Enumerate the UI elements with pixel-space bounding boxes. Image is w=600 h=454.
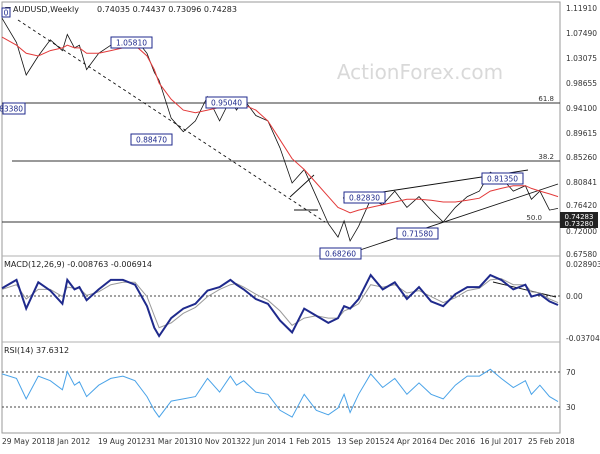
fib-50-label: 50.0 — [526, 214, 542, 222]
rsi-y-tick: 30 — [566, 403, 576, 412]
annotation-top-left-stub: 0 — [1, 7, 11, 18]
price-y-tick: 0.98655 — [566, 79, 597, 88]
x-tick-label: 31 Mar 2013 — [146, 437, 194, 446]
annotation-1-05810: 1.05810 — [110, 36, 153, 49]
price-y-tick: 0.72000 — [566, 227, 597, 236]
price-drawings — [2, 19, 560, 298]
svg-text:1.05810: 1.05810 — [116, 39, 147, 48]
svg-text:0.73280: 0.73280 — [565, 220, 594, 228]
annotation-0-83380: 0.83380 — [0, 102, 26, 115]
x-tick-label: 16 Jul 2017 — [480, 437, 523, 446]
price-y-tick: 0.94100 — [566, 104, 597, 113]
annotation-0-68260: 0.68260 — [319, 247, 362, 260]
rsi-line — [1, 368, 559, 418]
annotation-0-82830: 0.82830 — [343, 191, 386, 204]
price-y-tick: 1.11910 — [566, 4, 597, 13]
price-y-tick: 0.89615 — [566, 129, 597, 138]
x-tick-label: 24 Apr 2016 — [385, 437, 432, 446]
svg-text:0.82830: 0.82830 — [349, 194, 380, 203]
x-tick-label: 29 May 2011 — [2, 437, 51, 446]
ohlc-label: 0.74035 0.74437 0.73096 0.74283 — [97, 5, 237, 14]
macd-title: MACD(12,26,9) -0.008763 -0.006914 — [4, 260, 152, 269]
annotation-0-95040: 0.95040 — [205, 96, 248, 109]
x-tick-label: 4 Dec 2016 — [432, 437, 475, 446]
rsi-y-tick: 70 — [566, 368, 576, 377]
symbol-label: AUDUSD,Weekly — [13, 5, 79, 14]
svg-text:0.88470: 0.88470 — [136, 136, 167, 145]
macd-y-tick: -0.037041 — [566, 334, 600, 343]
rsi-title: RSI(14) 37.6312 — [4, 346, 69, 355]
watermark: ActionForex.com — [337, 60, 503, 84]
macd-line — [1, 273, 559, 338]
x-tick-label: 8 Jan 2012 — [50, 437, 90, 446]
annotation-0-81350: 0.81350 — [481, 172, 524, 185]
x-tick-label: 1 Feb 2015 — [289, 437, 331, 446]
price-y-tick: 1.07490 — [566, 29, 597, 38]
fib-38-2-label: 38.2 — [538, 153, 554, 161]
price-y-tick: 1.03075 — [566, 54, 597, 63]
fib-61-8-label: 61.8 — [538, 95, 554, 103]
macd-y-tick: 0.028903 — [566, 260, 600, 269]
small-channel-line-a — [289, 174, 315, 198]
macd-signal-line — [1, 278, 559, 329]
price-y-tick: 0.85260 — [566, 153, 597, 162]
price-y-tick: 0.80841 — [566, 178, 597, 187]
x-tick-label: 13 Sep 2015 — [337, 437, 385, 446]
x-tick-label: 25 Feb 2018 — [528, 437, 575, 446]
moving-average-line — [1, 36, 559, 214]
price-tag-current: 0.74283 — [560, 212, 598, 221]
svg-text:0: 0 — [4, 9, 9, 18]
annotation-0-71580: 0.71580 — [396, 227, 439, 240]
price-y-axis: 1.11910 1.07490 1.03075 0.98655 0.94100 … — [566, 4, 597, 259]
svg-text:0.68260: 0.68260 — [325, 250, 356, 259]
channel-lower-line — [359, 183, 559, 251]
x-tick-label: 19 Aug 2012 — [98, 437, 146, 446]
price-tag-low: 0.73280 — [560, 219, 598, 228]
x-tick-label: 10 Nov 2013 — [193, 437, 241, 446]
svg-text:0.95040: 0.95040 — [211, 99, 242, 108]
svg-text:0.81350: 0.81350 — [487, 175, 518, 184]
price-y-tick: 0.76420 — [566, 201, 597, 210]
svg-text:0.83380: 0.83380 — [0, 105, 23, 114]
macd-y-tick: 0.00 — [566, 292, 583, 301]
price-series-line — [1, 17, 559, 242]
svg-text:0.71580: 0.71580 — [402, 230, 433, 239]
price-y-tick: 0.67580 — [566, 250, 597, 259]
macd-divergence-line — [492, 281, 557, 298]
x-tick-label: 22 Jun 2014 — [241, 437, 286, 446]
annotation-0-88470: 0.88470 — [130, 133, 173, 146]
chart-header: AUDUSD,Weekly 0.74035 0.74437 0.73096 0.… — [5, 5, 237, 14]
svg-text:0.74283: 0.74283 — [565, 213, 594, 221]
dashed-trendline — [17, 19, 326, 223]
x-axis: 29 May 2011 8 Jan 2012 19 Aug 2012 31 Ma… — [2, 437, 575, 446]
